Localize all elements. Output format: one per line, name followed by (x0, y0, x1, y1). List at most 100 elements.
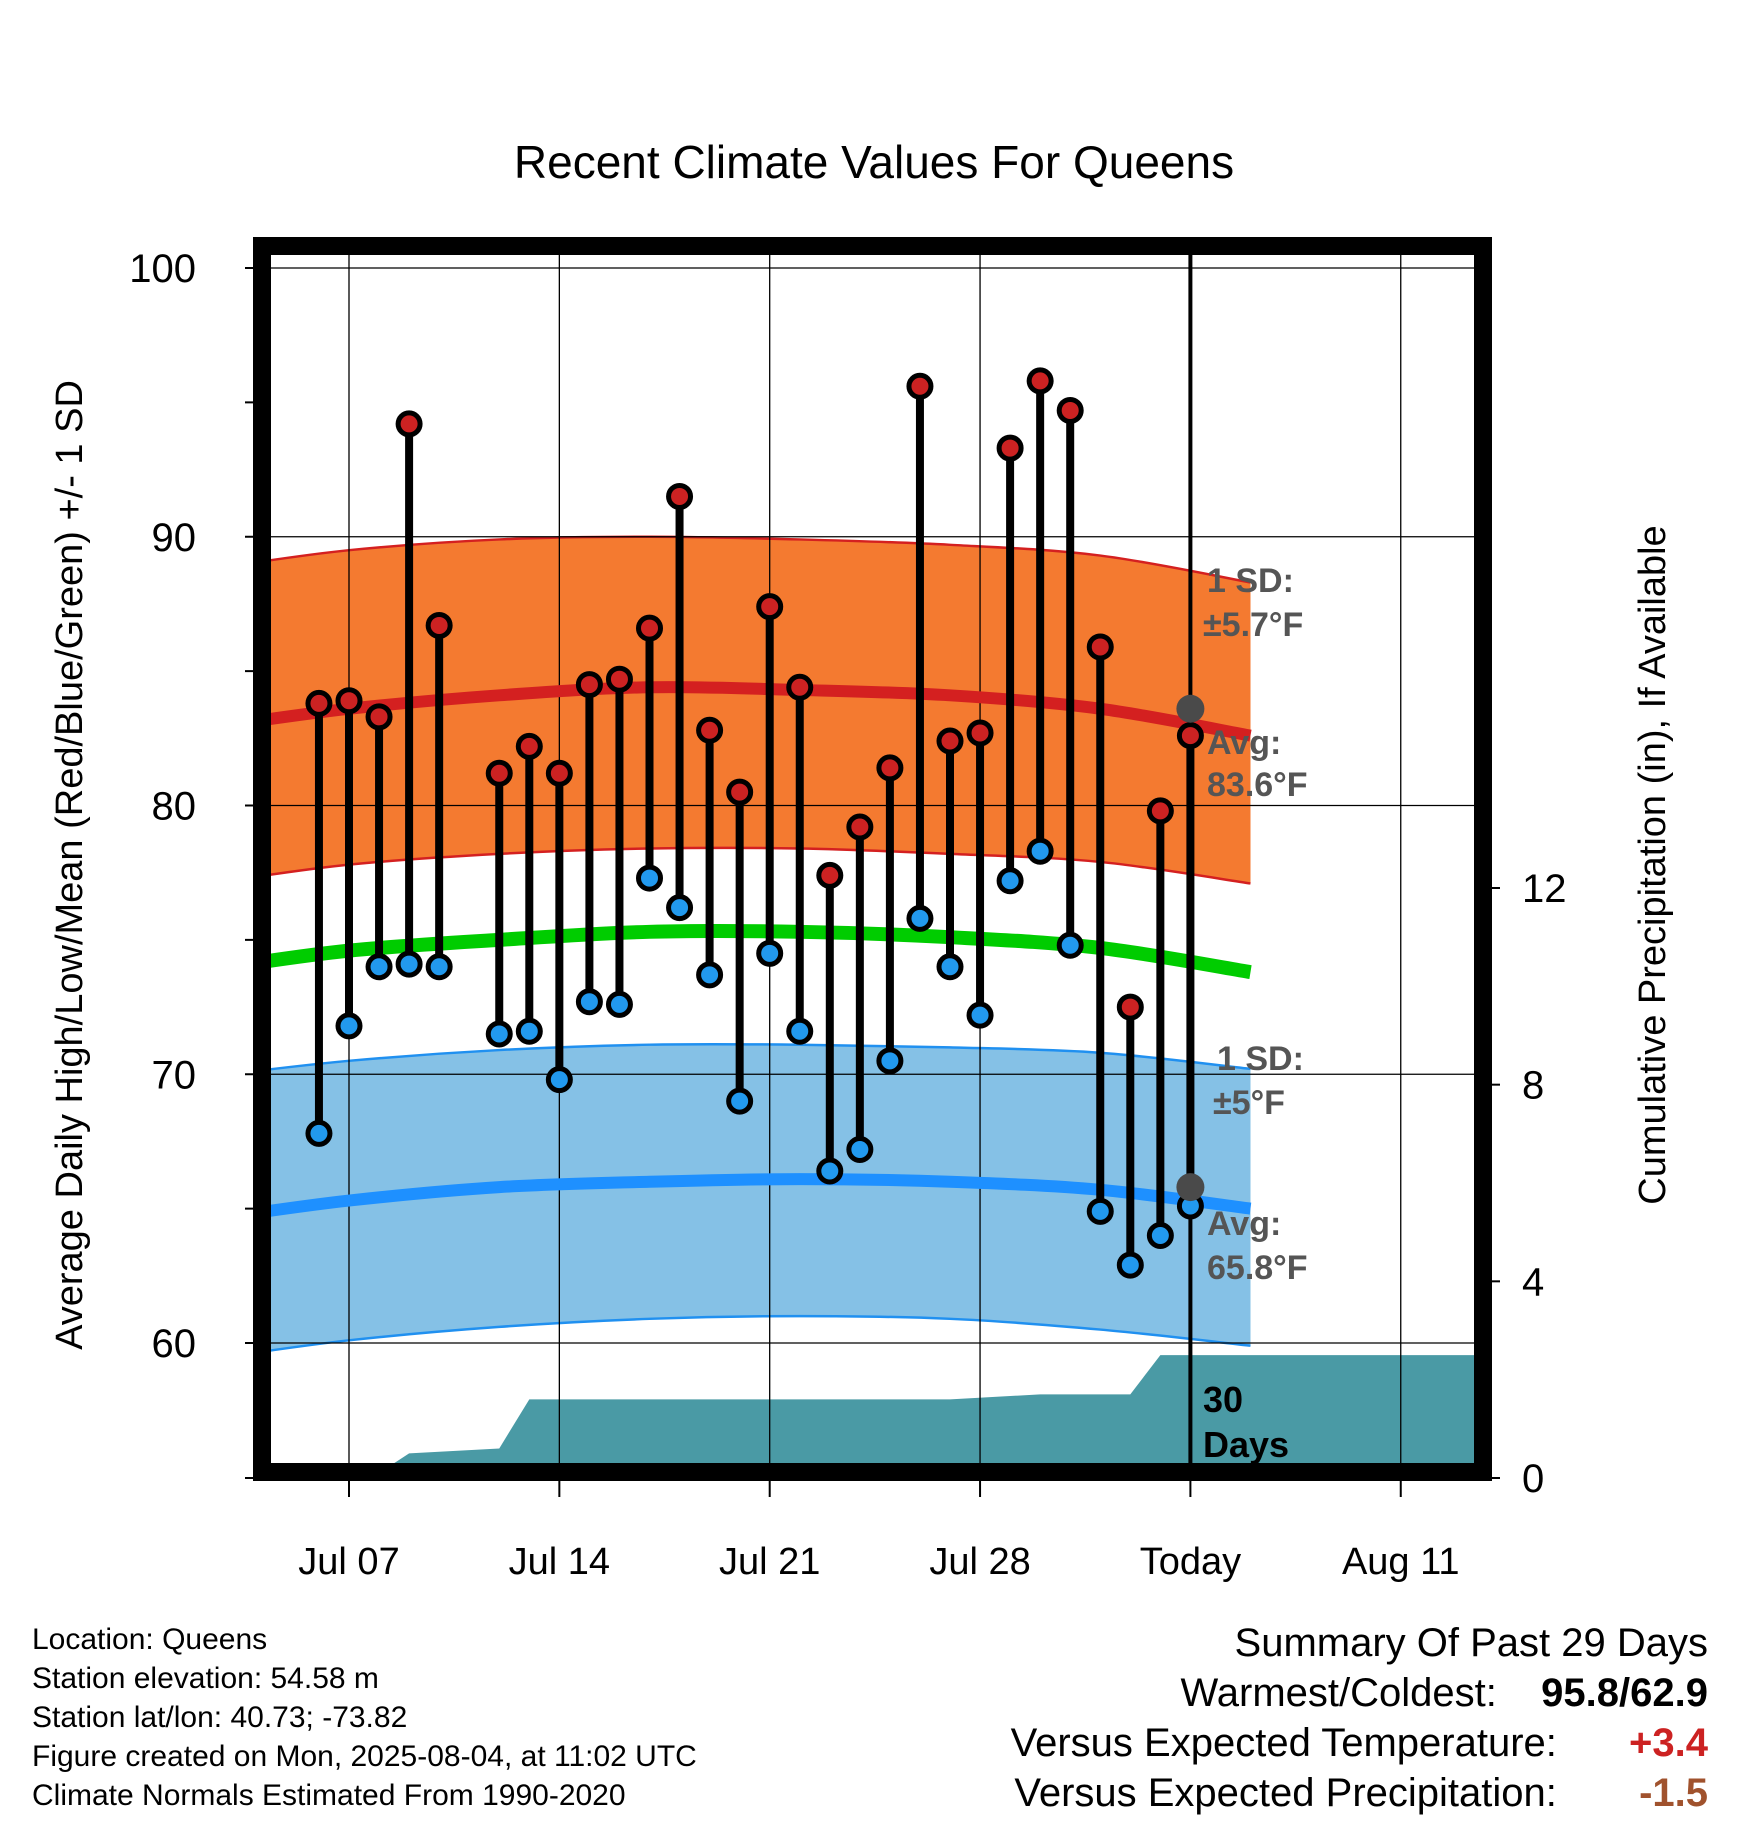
temp-departure-value: +3.4 (1629, 1721, 1708, 1765)
y2-tick-label: 4 (1522, 1260, 1544, 1304)
low-point (666, 894, 694, 922)
high-point (786, 673, 814, 701)
precip-area (380, 1355, 1483, 1472)
location-text: Location: Queens (32, 1623, 268, 1656)
high-point (756, 593, 784, 621)
elevation-text: Station elevation: 54.58 m (32, 1662, 379, 1695)
low-sd-value: ±5°F (1213, 1084, 1285, 1122)
x-tick-label: Aug 11 (1342, 1541, 1460, 1583)
low-point (906, 904, 934, 932)
low-point (425, 953, 453, 981)
normals-text: Climate Normals Estimated From 1990-2020 (32, 1779, 626, 1812)
window-days-number: 30 (1203, 1379, 1243, 1420)
y-axis-label: Average Daily High/Low/Mean (Red/Blue/Gr… (49, 380, 91, 1350)
high-avg-value: 83.6°F (1207, 766, 1308, 804)
high-point (816, 861, 844, 889)
low-point (696, 961, 724, 989)
high-point (605, 665, 633, 693)
y2-tick-label: 8 (1522, 1064, 1544, 1108)
high-point (575, 671, 603, 699)
low-point (1146, 1222, 1174, 1249)
high-point (666, 482, 694, 510)
low-point (1116, 1251, 1144, 1279)
high-point (1026, 367, 1054, 395)
high-point (936, 727, 964, 755)
low-point (545, 1066, 573, 1094)
x-tick-label: Jul 07 (298, 1541, 399, 1583)
low-point (1086, 1197, 1114, 1225)
high-sd-band (262, 536, 1251, 884)
high-sd-upper-line (262, 535, 1251, 584)
daily-points (305, 367, 1204, 1279)
y-tick-label: 80 (152, 785, 197, 829)
temp-departure-label: Versus Expected Temperature: (1010, 1721, 1557, 1765)
low-point (485, 1020, 513, 1048)
chart-title: Recent Climate Values For Queens (514, 136, 1234, 188)
low-point (936, 953, 964, 981)
high-avg-label: Avg: (1207, 724, 1281, 762)
y2-axis-label: Cumulative Precipitation (in), If Availa… (1632, 525, 1674, 1204)
high-point (515, 732, 543, 760)
high-sd-label: 1 SD: (1207, 562, 1294, 600)
x-tick-label: Jul 21 (719, 1541, 820, 1583)
low-point (395, 950, 423, 978)
station-info: Location: Queens Station elevation: 54.5… (32, 1620, 697, 1815)
low-point (605, 990, 633, 1018)
warmest-coldest-label: Warmest/Coldest: (1180, 1671, 1497, 1715)
y-tick-label: 60 (152, 1322, 197, 1366)
y-tick-label: 90 (152, 516, 197, 560)
low-point (966, 1001, 994, 1029)
low-point (876, 1047, 904, 1075)
plot-area (262, 246, 1483, 1472)
high-point (1146, 797, 1174, 825)
plot-frame (253, 237, 1492, 1481)
today-low-marker (1176, 1173, 1205, 1202)
y2-tick-label: 12 (1522, 867, 1567, 911)
low-point (996, 867, 1024, 895)
low-point (575, 988, 603, 1016)
window-days-unit: Days (1203, 1424, 1289, 1465)
high-point (906, 372, 934, 400)
low-point (726, 1087, 754, 1115)
latlon-text: Station lat/lon: 40.73; -73.82 (32, 1701, 408, 1734)
low-sd-band (262, 1044, 1251, 1352)
warmest-coldest-row: Warmest/Coldest: 95.8/62.9 (1011, 1668, 1709, 1718)
low-point (636, 864, 663, 892)
high-point (1116, 993, 1144, 1021)
high-point (726, 778, 754, 806)
high-point (545, 759, 573, 787)
high-point (636, 614, 663, 642)
high-point (846, 813, 874, 841)
mean-avg-line (262, 923, 1252, 980)
precip-departure-value: -1.5 (1639, 1771, 1708, 1815)
low-sd-lower-line (262, 1314, 1251, 1353)
high-point (1086, 633, 1114, 661)
today-high-marker (1176, 694, 1205, 723)
low-point (335, 1012, 363, 1040)
summary-title: Summary Of Past 29 Days (1234, 1621, 1708, 1665)
high-point (876, 754, 904, 782)
low-avg-value: 65.8°F (1207, 1249, 1308, 1287)
high-point (966, 719, 994, 747)
low-point (1056, 931, 1084, 959)
low-point (756, 939, 784, 967)
x-axis-label: Day (840, 1607, 908, 1610)
precip-departure-label: Versus Expected Precipitation: (1014, 1771, 1557, 1815)
y-tick-label: 100 (129, 247, 196, 291)
high-sd-lower-line (262, 846, 1251, 885)
warmest-coldest-value: 95.8/62.9 (1541, 1671, 1708, 1715)
low-point (1026, 837, 1054, 865)
gridlines (262, 246, 1483, 1472)
created-text: Figure created on Mon, 2025-08-04, at 11… (32, 1740, 697, 1773)
low-point (515, 1017, 543, 1045)
high-point (1056, 396, 1084, 424)
low-sd-label: 1 SD: (1217, 1040, 1304, 1078)
low-point (846, 1136, 874, 1163)
high-point (1176, 722, 1204, 750)
high-sd-value: ±5.7°F (1203, 606, 1303, 644)
x-tick-label: Today (1140, 1541, 1241, 1583)
x-tick-label: Jul 28 (929, 1541, 1030, 1583)
high-point (485, 759, 513, 787)
high-point (395, 410, 423, 438)
low-avg-line (262, 1173, 1252, 1219)
